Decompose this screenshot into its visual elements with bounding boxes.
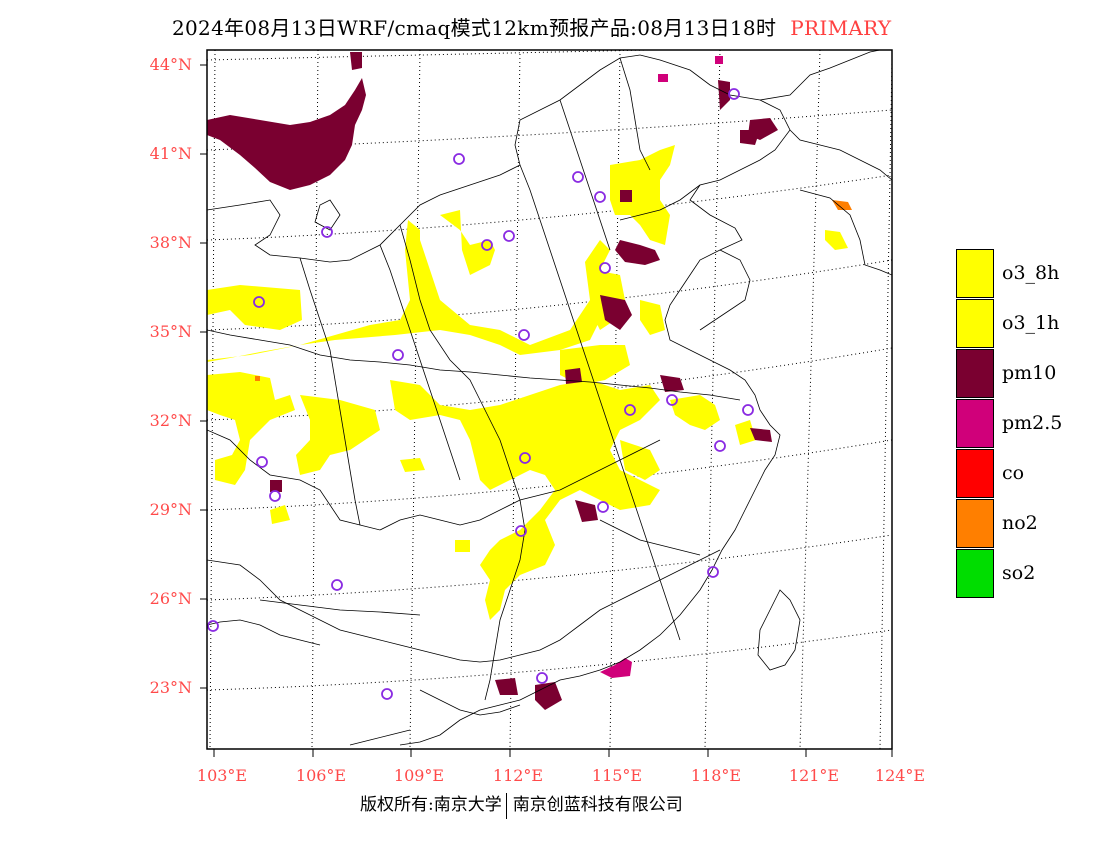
boundaries xyxy=(207,50,892,746)
lon-label-118: 118°E xyxy=(690,766,742,785)
lon-label-109: 109°E xyxy=(393,766,445,785)
title-text: 2024年08月13日WRF/cmaq模式12km预报产品:08月13日18时 xyxy=(172,16,777,40)
lat-label-38: 38°N xyxy=(149,233,192,252)
legend-swatch-o3-1h xyxy=(956,299,994,348)
legend-item-so2: so2 xyxy=(956,549,1096,599)
legend-swatch-o3-8h xyxy=(956,249,994,298)
pm10-regions xyxy=(207,52,778,710)
o3-regions xyxy=(207,145,848,620)
lat-label-41: 41°N xyxy=(149,144,192,163)
legend-label-o3-8h: o3_8h xyxy=(1002,262,1060,284)
legend-swatch-co xyxy=(956,449,994,498)
no2-regions xyxy=(255,200,852,381)
copyright-line: 版权所有:南京大学 南京创蓝科技有限公司 xyxy=(360,790,683,819)
legend-item-o3-1h: o3_1h xyxy=(956,299,1096,349)
lon-label-106: 106°E xyxy=(295,766,347,785)
map-title: 2024年08月13日WRF/cmaq模式12km预报产品:08月13日18时 P… xyxy=(172,12,891,41)
lat-label-29: 29°N xyxy=(149,500,192,519)
pm25-regions xyxy=(600,56,723,678)
legend-swatch-so2 xyxy=(956,549,994,598)
lon-label-124: 124°E xyxy=(874,766,926,785)
lon-label-115: 115°E xyxy=(591,766,643,785)
lat-label-35: 35°N xyxy=(149,322,192,341)
lat-label-23: 23°N xyxy=(149,678,192,697)
legend-label-pm10: pm10 xyxy=(1002,362,1057,384)
pollutant-legend: o3_8h o3_1h pm10 pm2.5 co no2 so2 xyxy=(956,249,1096,599)
primary-tag: PRIMARY xyxy=(790,16,892,40)
legend-label-pm25: pm2.5 xyxy=(1002,412,1063,434)
lon-label-121: 121°E xyxy=(788,766,840,785)
legend-item-no2: no2 xyxy=(956,499,1096,549)
legend-item-co: co xyxy=(956,449,1096,499)
lon-label-112: 112°E xyxy=(492,766,544,785)
lon-label-103: 103°E xyxy=(196,766,248,785)
copyright-right: 南京创蓝科技有限公司 xyxy=(512,795,683,815)
legend-item-o3-8h: o3_8h xyxy=(956,249,1096,299)
legend-label-no2: no2 xyxy=(1002,512,1038,534)
station-markers xyxy=(207,88,754,700)
lat-label-26: 26°N xyxy=(149,589,192,608)
lat-label-32: 32°N xyxy=(149,411,192,430)
legend-swatch-pm25 xyxy=(956,399,994,448)
tick-marks xyxy=(200,64,893,757)
legend-swatch-no2 xyxy=(956,499,994,548)
legend-label-co: co xyxy=(1002,462,1025,484)
copyright-separator xyxy=(505,792,507,819)
copyright-left: 版权所有:南京大学 xyxy=(360,795,502,815)
legend-item-pm10: pm10 xyxy=(956,349,1096,399)
lat-label-44: 44°N xyxy=(149,55,192,74)
legend-swatch-pm10 xyxy=(956,349,994,398)
legend-item-pm25: pm2.5 xyxy=(956,399,1096,449)
legend-label-so2: so2 xyxy=(1002,562,1036,584)
map-frame xyxy=(206,49,893,750)
legend-label-o3-1h: o3_1h xyxy=(1002,312,1060,334)
